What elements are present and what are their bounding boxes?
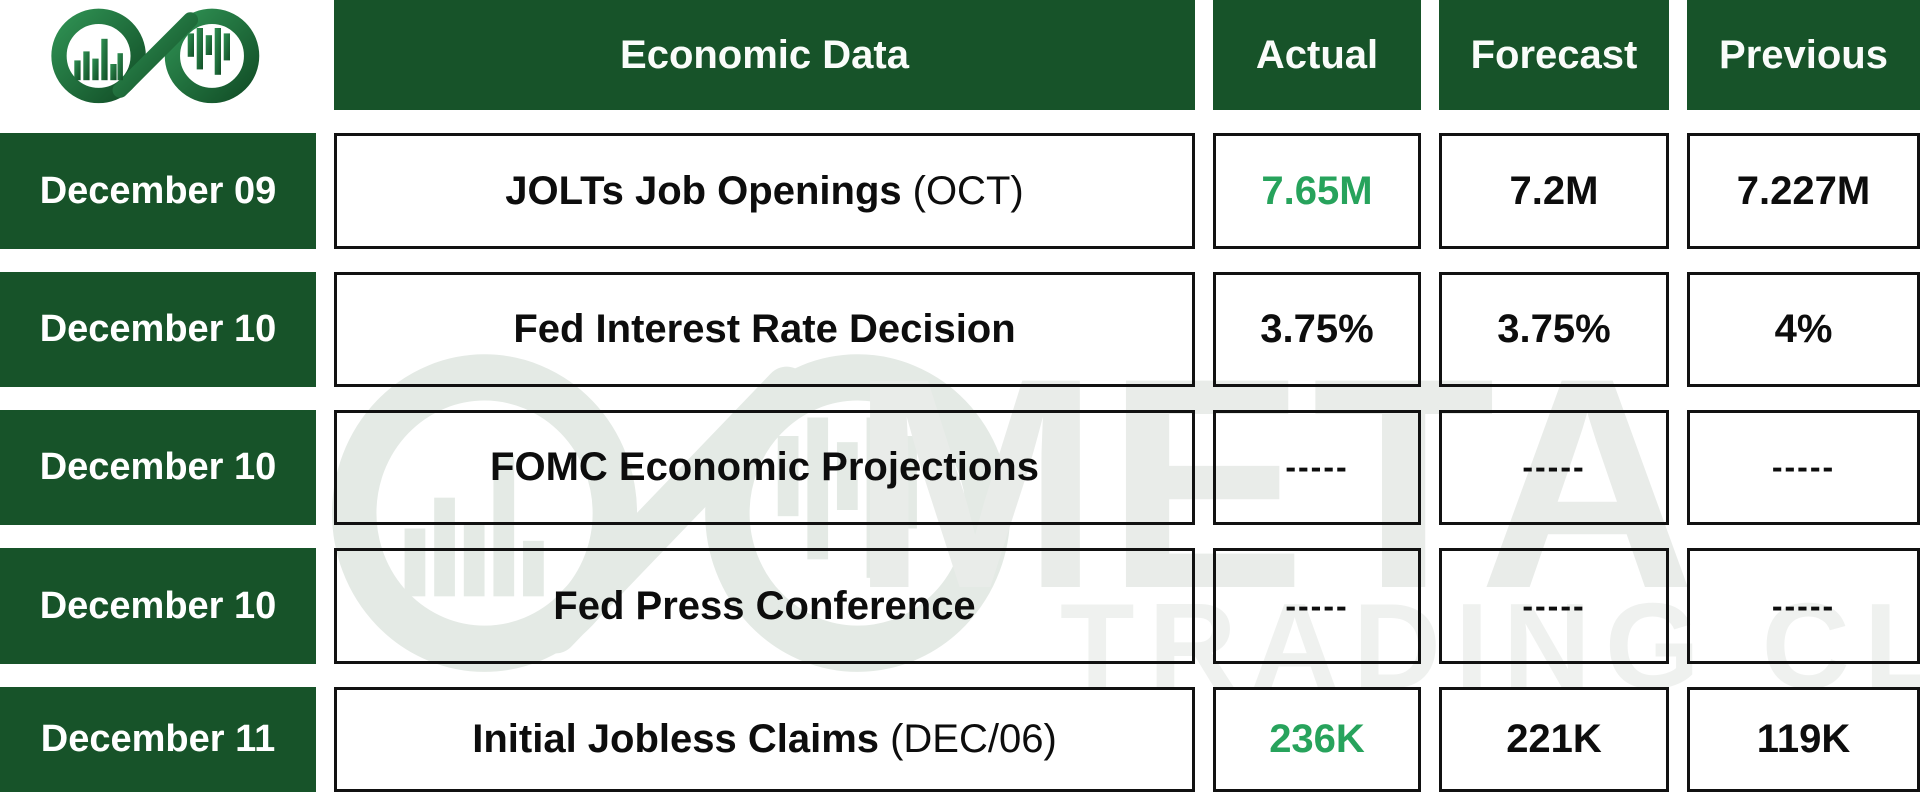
- column-header-forecast: Forecast: [1439, 0, 1669, 110]
- forecast-value: 221K: [1439, 687, 1669, 792]
- forecast-value: 7.2M: [1439, 133, 1669, 249]
- forecast-value: -----: [1439, 410, 1669, 525]
- previous-value: -----: [1687, 410, 1920, 525]
- date-cell: December 09: [0, 133, 316, 249]
- previous-value: 4%: [1687, 272, 1920, 387]
- event-cell: FOMC Economic Projections: [334, 410, 1195, 525]
- event-period: (OCT): [912, 168, 1024, 213]
- date-cell: December 10: [0, 410, 316, 525]
- event-period: (DEC/06): [890, 717, 1057, 761]
- date-cell: December 10: [0, 548, 316, 664]
- actual-value: 7.65M: [1213, 133, 1421, 249]
- event-name: Fed Press Conference: [553, 583, 976, 628]
- actual-value: -----: [1213, 410, 1421, 525]
- event-name: Fed Interest Rate Decision: [513, 307, 1016, 351]
- column-header-actual: Actual: [1213, 0, 1421, 110]
- date-cell: December 11: [0, 687, 316, 792]
- brand-logo: [0, 0, 316, 110]
- actual-value: 3.75%: [1213, 272, 1421, 387]
- previous-value: -----: [1687, 548, 1920, 664]
- forecast-value: 3.75%: [1439, 272, 1669, 387]
- event-cell: Fed Press Conference: [334, 548, 1195, 664]
- event-cell: Fed Interest Rate Decision: [334, 272, 1195, 387]
- actual-value: 236K: [1213, 687, 1421, 792]
- actual-value: -----: [1213, 548, 1421, 664]
- forecast-value: -----: [1439, 548, 1669, 664]
- column-header-economic-data: Economic Data: [334, 0, 1195, 110]
- column-header-previous: Previous: [1687, 0, 1920, 110]
- infinity-bar-chart-logo-icon: [51, 8, 260, 104]
- event-cell: Initial Jobless Claims (DEC/06): [334, 687, 1195, 792]
- event-name: FOMC Economic Projections: [490, 445, 1039, 489]
- event-name: Initial Jobless Claims: [472, 717, 880, 761]
- event-name: JOLTs Job Openings: [505, 168, 902, 213]
- event-cell: JOLTs Job Openings (OCT): [334, 133, 1195, 249]
- date-cell: December 10: [0, 272, 316, 387]
- previous-value: 7.227M: [1687, 133, 1920, 249]
- previous-value: 119K: [1687, 687, 1920, 792]
